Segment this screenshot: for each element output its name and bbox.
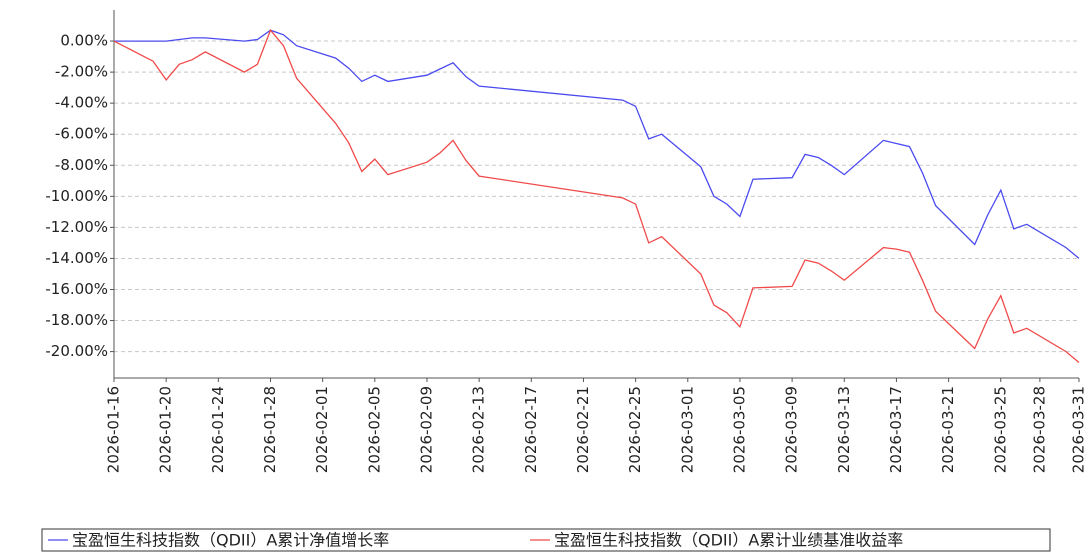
x-tick-label: 2026-01-24 <box>209 386 227 473</box>
x-tick-label: 2026-02-01 <box>313 386 331 473</box>
x-tick-label: 2026-02-25 <box>626 386 644 473</box>
legend-label: 宝盈恒生科技指数（QDII）A累计业绩基准收益率 <box>554 531 903 550</box>
x-tick-label: 2026-03-05 <box>730 386 748 473</box>
x-tick-label: 2026-02-13 <box>470 386 488 473</box>
series-line <box>113 28 1080 363</box>
x-tick-label: 2026-03-28 <box>1030 386 1048 473</box>
x-tick-label: 2026-02-09 <box>417 386 435 473</box>
y-tick-label: -12.00% <box>45 218 108 236</box>
x-tick-label: 2026-03-13 <box>835 386 853 473</box>
x-tick-label: 2026-02-17 <box>522 386 540 473</box>
y-tick-label: -10.00% <box>45 187 108 205</box>
y-tick-label: -18.00% <box>45 311 108 329</box>
x-tick-label: 2026-01-20 <box>157 386 175 473</box>
y-tick-label: -14.00% <box>45 249 108 267</box>
y-tick-label: -6.00% <box>55 125 108 143</box>
y-tick-label: -4.00% <box>55 94 108 112</box>
y-tick-label: -20.00% <box>45 342 108 360</box>
x-tick-label: 2026-03-31 <box>1070 386 1088 473</box>
x-tick-label: 2026-03-09 <box>783 386 801 473</box>
x-tick-label: 2026-02-21 <box>574 386 592 473</box>
y-tick-label: 0.00% <box>60 32 108 50</box>
x-tick-label: 2026-03-17 <box>887 386 905 473</box>
x-tick-label: 2026-03-01 <box>678 386 696 473</box>
y-tick-label: -8.00% <box>55 156 108 174</box>
x-tick-label: 2026-02-05 <box>365 386 383 473</box>
x-tick-label: 2026-03-25 <box>991 386 1009 473</box>
x-tick-label: 2026-01-28 <box>261 386 279 473</box>
legend-box <box>41 528 1051 552</box>
y-tick-label: -16.00% <box>45 280 108 298</box>
y-tick-label: -2.00% <box>55 63 108 81</box>
x-tick-label: 2026-01-16 <box>105 386 123 473</box>
x-tick-label: 2026-03-21 <box>939 386 957 473</box>
series-line <box>114 29 1080 259</box>
legend-label: 宝盈恒生科技指数（QDII）A累计净值增长率 <box>72 531 389 550</box>
